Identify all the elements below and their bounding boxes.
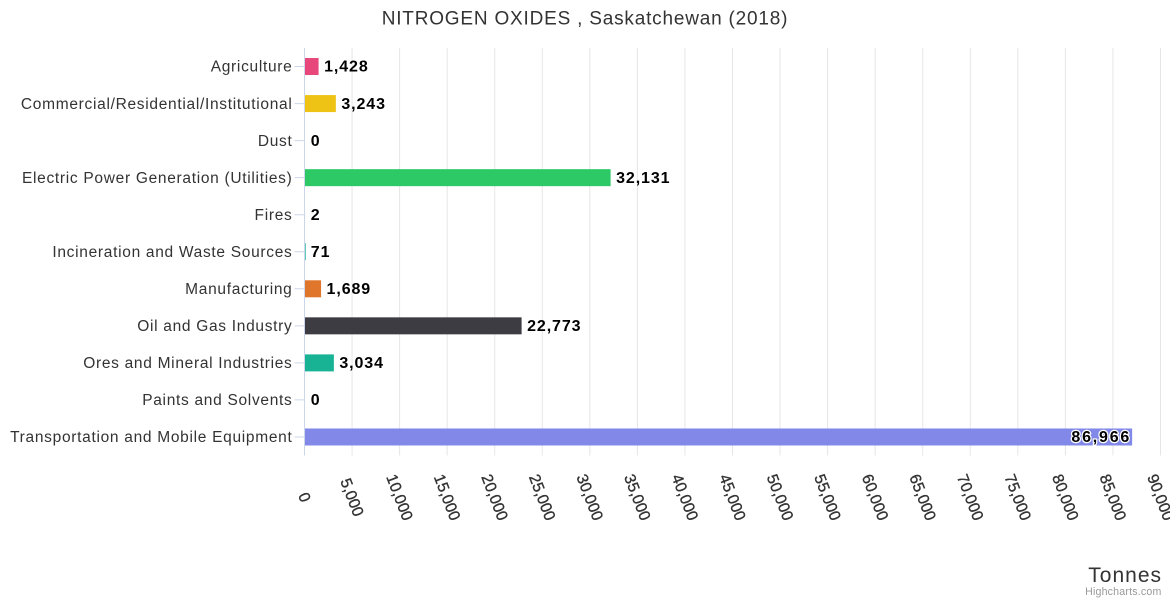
svg-text:Incineration and Waste Sources: Incineration and Waste Sources	[52, 244, 292, 261]
svg-text:86,966: 86,966	[1071, 429, 1131, 446]
svg-text:Ores and Mineral Industries: Ores and Mineral Industries	[83, 355, 292, 372]
svg-text:2: 2	[311, 207, 321, 224]
svg-text:3,034: 3,034	[339, 355, 384, 372]
svg-text:1,428: 1,428	[324, 59, 369, 76]
svg-text:0: 0	[311, 392, 321, 409]
svg-text:Commercial/Residential/Institu: Commercial/Residential/Institutional	[21, 96, 293, 113]
svg-text:3,243: 3,243	[341, 96, 386, 113]
svg-text:Dust: Dust	[258, 133, 293, 150]
svg-text:1,689: 1,689	[327, 281, 372, 298]
svg-text:NITROGEN OXIDES , Saskatchewan: NITROGEN OXIDES , Saskatchewan (2018)	[382, 9, 789, 30]
svg-text:71: 71	[311, 244, 331, 261]
svg-text:Manufacturing: Manufacturing	[185, 281, 292, 298]
svg-text:Transportation and Mobile Equi: Transportation and Mobile Equipment	[10, 429, 292, 446]
svg-text:32,131: 32,131	[616, 170, 670, 187]
svg-text:Tonnes: Tonnes	[1088, 564, 1162, 587]
svg-text:Oil and Gas Industry: Oil and Gas Industry	[137, 318, 292, 335]
svg-text:0: 0	[311, 133, 321, 150]
svg-text:Agriculture: Agriculture	[211, 59, 293, 76]
svg-text:Fires: Fires	[255, 207, 293, 224]
svg-text:Highcharts.com: Highcharts.com	[1085, 586, 1161, 598]
svg-text:Electric Power Generation (Uti: Electric Power Generation (Utilities)	[22, 170, 293, 187]
svg-text:Paints and Solvents: Paints and Solvents	[142, 392, 292, 409]
svg-text:22,773: 22,773	[527, 318, 581, 335]
